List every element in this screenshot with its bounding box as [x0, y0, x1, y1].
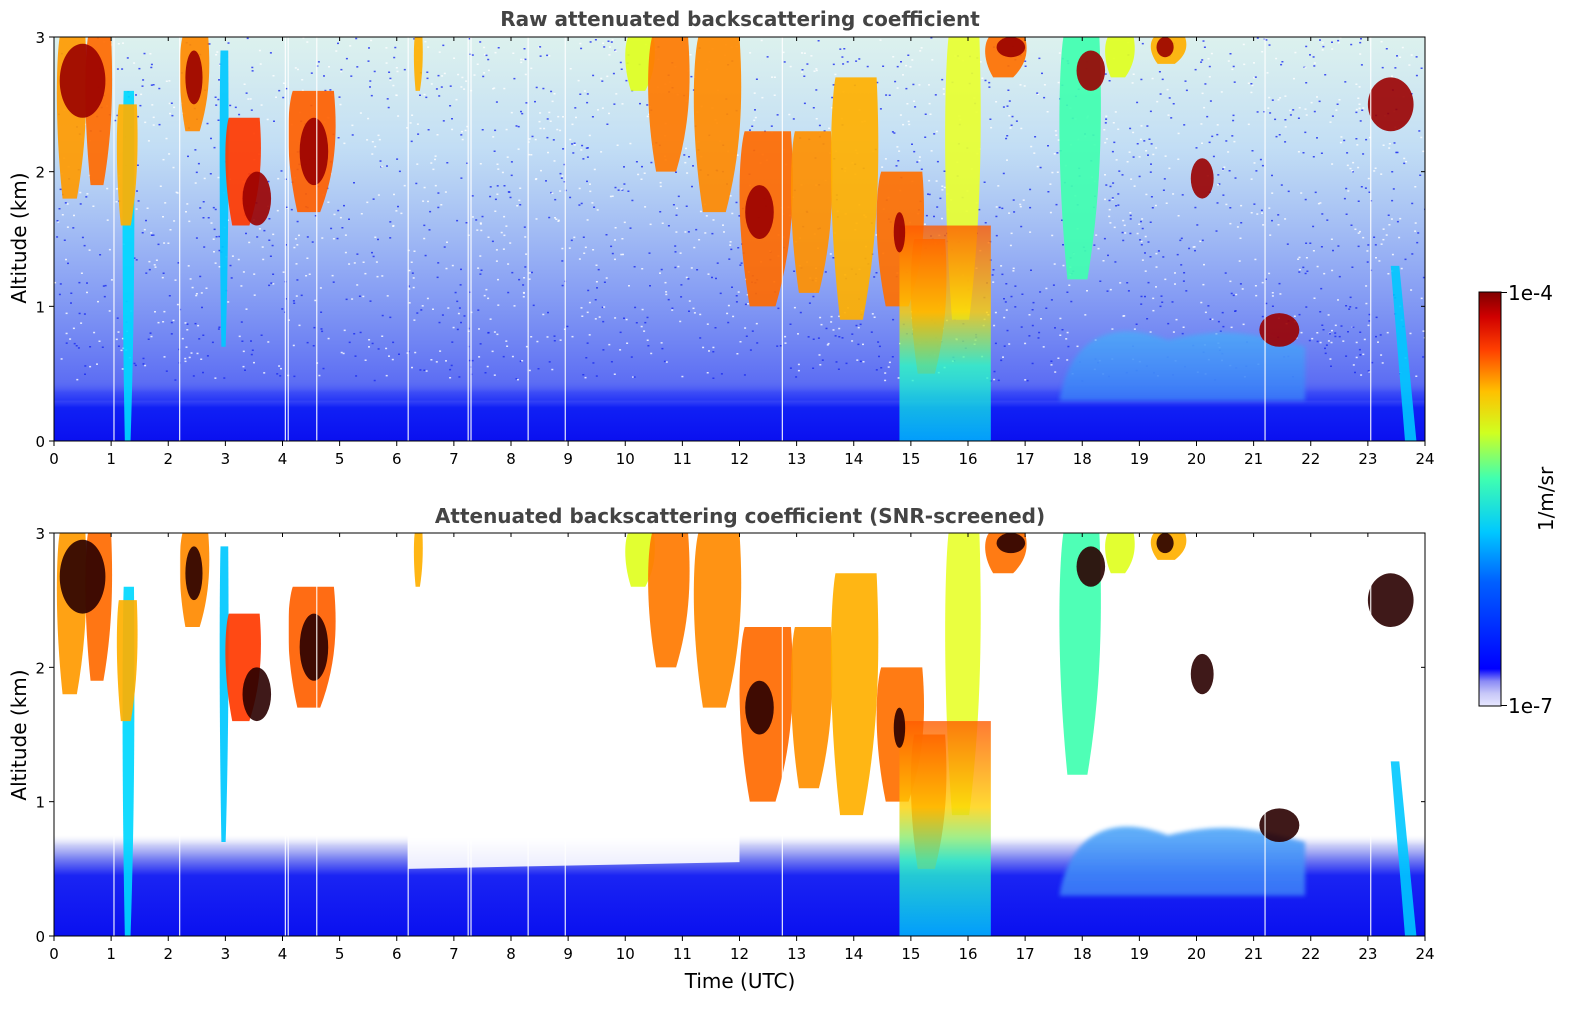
data-gap-lines — [113, 533, 1372, 936]
cloud-column — [899, 225, 991, 441]
x-tick-label: 24 — [1415, 945, 1434, 963]
x-tick-label: 13 — [787, 945, 806, 963]
x-tick-label: 13 — [787, 450, 806, 468]
x-tick-label: 18 — [1073, 945, 1092, 963]
x-axis-label: Time (UTC) — [684, 969, 796, 993]
colorbar: 1e-4 1e-7 1/m/sr — [1478, 281, 1558, 718]
y-axis-label: Altitude (km) — [7, 669, 31, 800]
plot-area — [53, 36, 1426, 442]
x-tick-label: 11 — [673, 945, 692, 963]
x-tick-label: 9 — [563, 450, 573, 468]
x-tick-label: 18 — [1073, 450, 1092, 468]
screened-backscatter-panel: Attenuated backscattering coefficient (S… — [7, 504, 1435, 993]
x-tick-label: 2 — [163, 450, 173, 468]
colorbar-gradient — [1478, 291, 1502, 707]
cloud-structures — [56, 37, 1417, 441]
x-tick-label: 16 — [958, 945, 977, 963]
x-tick-label: 14 — [844, 945, 863, 963]
x-tick-label: 22 — [1301, 450, 1320, 468]
screened-gaps — [408, 835, 740, 869]
x-tick-label: 10 — [616, 945, 635, 963]
data-gap-lines — [113, 37, 1372, 441]
x-tick-label: 15 — [901, 945, 920, 963]
x-tick-label: 6 — [392, 450, 402, 468]
x-tick-label: 23 — [1358, 945, 1377, 963]
x-tick-label: 16 — [958, 450, 977, 468]
y-axis-label: Altitude (km) — [7, 172, 31, 303]
x-tick-label: 21 — [1244, 945, 1263, 963]
x-tick-label: 19 — [1130, 450, 1149, 468]
x-tick-label: 5 — [335, 945, 345, 963]
x-tick-label: 24 — [1415, 450, 1434, 468]
axes: 0 1 2 3 4 5 6 7 8 9 10 11 12 13 14 15 16 17 18 19 20 21 22 23 24… — [35, 29, 1434, 468]
x-tick-label: 8 — [506, 450, 516, 468]
y-tick-label: 3 — [35, 525, 45, 543]
panel-title: Attenuated backscattering coefficient (S… — [435, 504, 1045, 528]
x-tick-label: 3 — [221, 945, 231, 963]
x-tick-label: 3 — [221, 450, 231, 468]
x-tick-label: 20 — [1187, 945, 1206, 963]
cloud-column — [899, 721, 991, 936]
y-tick-label: 2 — [35, 659, 45, 677]
x-tick-label: 19 — [1130, 945, 1149, 963]
colorbar-min-label: 1e-7 — [1508, 694, 1553, 718]
lofted-aerosol-layer — [1059, 826, 1306, 896]
y-tick-label: 0 — [35, 928, 45, 946]
x-tick-label: 17 — [1016, 945, 1035, 963]
x-tick-label: 14 — [844, 450, 863, 468]
x-tick-label: 7 — [449, 450, 459, 468]
x-tick-label: 23 — [1358, 450, 1377, 468]
x-tick-label: 10 — [616, 450, 635, 468]
x-tick-label: 9 — [563, 945, 573, 963]
x-tick-label: 21 — [1244, 450, 1263, 468]
y-tick-label: 1 — [35, 794, 45, 812]
axes: 0 1 2 3 4 5 6 7 8 9 10 11 12 13 14 15 16 17 18 19 20 21 22 23 24… — [35, 525, 1434, 963]
x-tick-label: 4 — [278, 945, 288, 963]
x-tick-label: 12 — [730, 450, 749, 468]
panel-title: Raw attenuated backscattering coefficien… — [500, 7, 980, 31]
colorbar-units-label: 1/m/sr — [1534, 466, 1558, 531]
y-tick-label: 3 — [35, 29, 45, 47]
x-tick-label: 22 — [1301, 945, 1320, 963]
x-tick-label: 11 — [673, 450, 692, 468]
y-tick-label: 0 — [35, 433, 45, 451]
lofted-aerosol-layer — [1059, 331, 1306, 401]
colorbar-max-label: 1e-4 — [1508, 281, 1553, 305]
x-tick-label: 12 — [730, 945, 749, 963]
x-tick-label: 0 — [49, 945, 59, 963]
x-tick-label: 20 — [1187, 450, 1206, 468]
x-tick-label: 6 — [392, 945, 402, 963]
x-tick-label: 1 — [106, 945, 116, 963]
x-tick-label: 1 — [106, 450, 116, 468]
plot-area — [53, 532, 1426, 937]
y-tick-label: 1 — [35, 298, 45, 316]
x-tick-label: 0 — [49, 450, 59, 468]
x-tick-label: 7 — [449, 945, 459, 963]
x-tick-label: 15 — [901, 450, 920, 468]
y-tick-label: 2 — [35, 164, 45, 182]
raw-backscatter-panel: Raw attenuated backscattering coefficien… — [7, 7, 1435, 468]
cloud-structures — [56, 533, 1417, 936]
x-tick-label: 8 — [506, 945, 516, 963]
x-tick-label: 4 — [278, 450, 288, 468]
x-tick-label: 5 — [335, 450, 345, 468]
x-tick-label: 17 — [1016, 450, 1035, 468]
x-tick-label: 2 — [163, 945, 173, 963]
